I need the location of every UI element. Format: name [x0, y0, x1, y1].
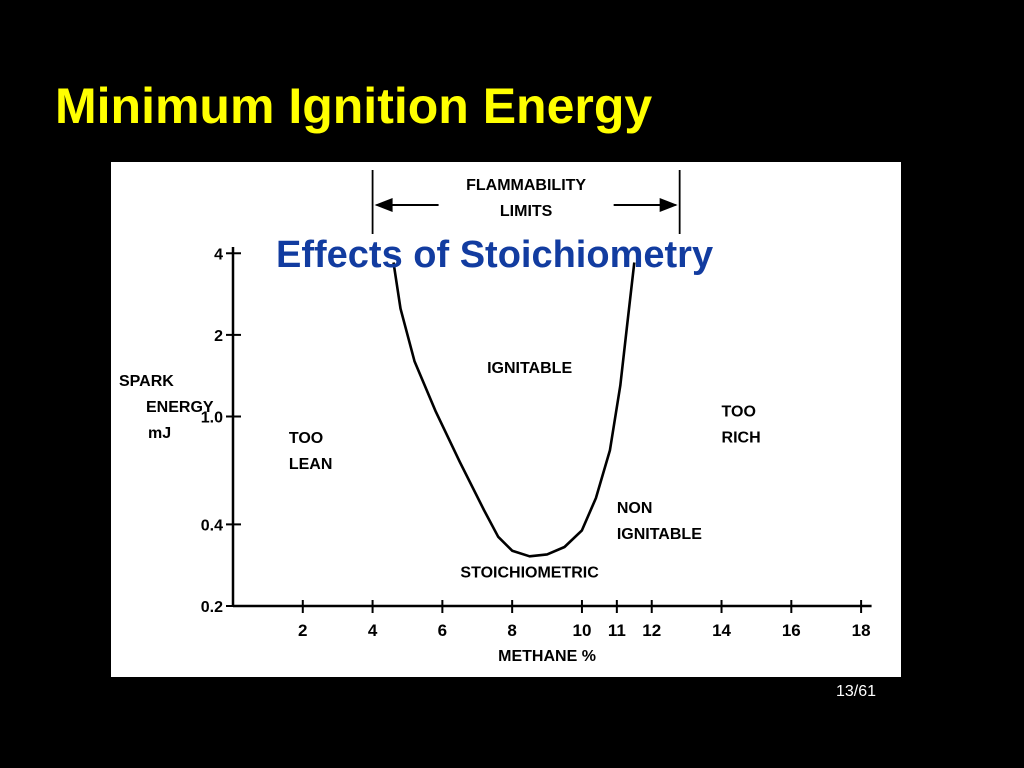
region-annotation: RICH	[722, 430, 761, 447]
flammability-arrow-left-head	[374, 198, 393, 212]
region-annotation: TOO	[722, 404, 756, 421]
region-annotation: STOICHIOMETRIC	[460, 564, 599, 581]
x-tick-label: 14	[712, 621, 731, 640]
x-tick-label: 8	[507, 621, 516, 640]
x-tick-label: 16	[782, 621, 801, 640]
y-tick-label: 2	[214, 328, 223, 345]
y-tick-label: 0.2	[201, 599, 223, 616]
region-annotation: IGNITABLE	[617, 526, 702, 543]
x-tick-label: 10	[572, 621, 591, 640]
flammability-arrow-right-head	[659, 198, 678, 212]
y-axis-label: mJ	[148, 425, 171, 442]
x-tick-label: 6	[438, 621, 447, 640]
y-axis-label: ENERGY	[146, 399, 214, 416]
chart-title: Effects of Stoichiometry	[276, 234, 714, 276]
ignition-energy-curve	[392, 262, 636, 558]
slide-title: Minimum Ignition Energy	[55, 78, 653, 134]
x-tick-label: 11	[608, 621, 626, 640]
x-tick-label: 4	[368, 621, 378, 640]
x-tick-label: 2	[298, 621, 307, 640]
y-tick-label: 1.0	[201, 410, 223, 427]
x-axis-label: METHANE %	[498, 648, 596, 665]
flammability-label: LIMITS	[500, 203, 553, 220]
region-annotation: NON	[617, 500, 653, 517]
chart-svg: 2 4 6 8 10 11 12 14 16 18 METHANE % 0.2 0.4 1.0 2 4 SPAR…	[119, 170, 872, 665]
region-annotation: IGNITABLE	[487, 360, 572, 377]
y-axis-label: SPARK	[119, 373, 174, 390]
flammability-label: FLAMMABILITY	[466, 177, 586, 194]
y-tick-label: 0.4	[201, 517, 223, 534]
y-tick-label: 4	[214, 246, 223, 263]
x-tick-label: 18	[852, 621, 871, 640]
x-tick-label: 12	[642, 621, 661, 640]
page-number: 13/61	[836, 683, 877, 700]
region-annotation: TOO	[289, 430, 323, 447]
region-annotation: LEAN	[289, 456, 333, 473]
chart-panel: 2 4 6 8 10 11 12 14 16 18 METHANE % 0.2 0.4 1.0 2 4 SPAR…	[111, 162, 901, 677]
